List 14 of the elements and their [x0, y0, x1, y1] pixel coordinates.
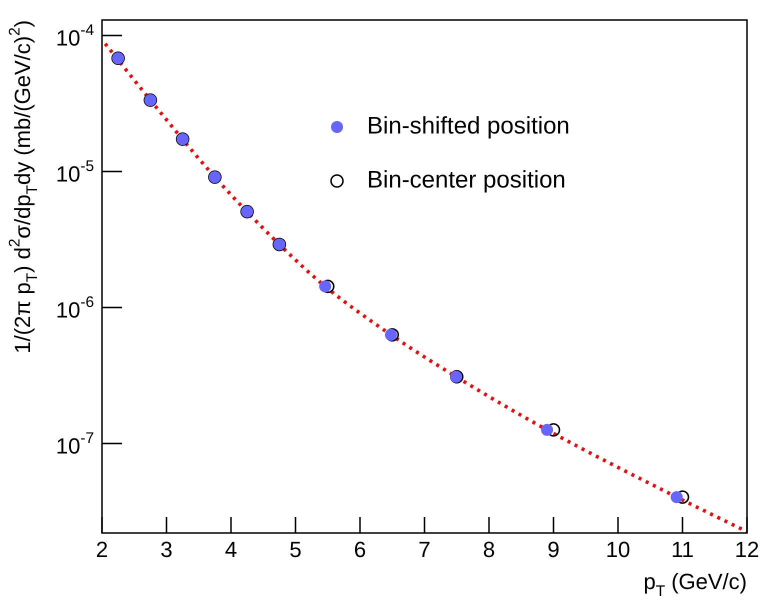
x-tick-label: 12 — [734, 537, 760, 562]
x-tick-label: 7 — [418, 537, 431, 562]
x-tick-label: 5 — [289, 537, 302, 562]
x-tick-label: 2 — [96, 537, 108, 562]
x-tick-label: 3 — [160, 537, 173, 562]
x-tick-label: 10 — [606, 537, 630, 562]
x-tick-label: 11 — [671, 537, 694, 562]
legend-label: Bin-shifted position — [367, 112, 570, 140]
x-tick-label: 9 — [547, 537, 560, 562]
legend-label: Bin-center position — [367, 166, 566, 194]
text: 1/(2π pT) d2σ/dpTdy (mb/(GeV/c)2) — [6, 20, 42, 354]
x-tick-label: 4 — [224, 537, 238, 562]
x-tick-label: 6 — [354, 537, 366, 562]
x-tick-label: 8 — [482, 537, 496, 562]
